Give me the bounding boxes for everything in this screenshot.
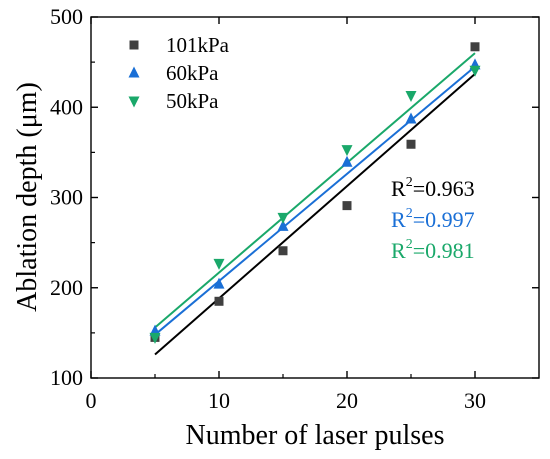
legend-marker-50kPa: [128, 96, 140, 108]
r2-value: =0.963: [413, 176, 475, 201]
r2-annotation-101kPa: R2=0.963: [391, 175, 475, 201]
legend-label-60kPa: 60kPa: [166, 61, 219, 85]
fit-line-50kPa: [154, 52, 476, 329]
legend: 101kPa 60kPa 50kPa: [128, 33, 230, 113]
data-point-50kPa: [405, 91, 417, 103]
data-points: [149, 42, 481, 344]
r2-text: R2=0.963: [391, 175, 475, 201]
legend-marker-60kPa: [128, 66, 140, 78]
r2-exponent: 2: [406, 237, 413, 252]
x-axis-ticks: 0 10 20 30: [86, 17, 486, 413]
r2-annotation-60kPa: R2=0.997: [391, 206, 475, 232]
r2-base: R: [391, 238, 406, 263]
data-point-101kPa: [278, 246, 288, 256]
data-point-50kPa: [469, 65, 481, 77]
data-point-50kPa: [277, 212, 289, 224]
data-point-50kPa: [213, 258, 225, 270]
x-tick-label: 30: [464, 388, 486, 413]
data-point-60kPa: [405, 112, 417, 124]
data-point-60kPa: [149, 324, 161, 336]
y-tick-label: 200: [50, 275, 83, 300]
y-tick-label: 400: [50, 94, 83, 119]
legend-label-50kPa: 50kPa: [166, 89, 219, 113]
data-point-101kPa: [470, 42, 480, 52]
x-tick-label: 20: [336, 388, 358, 413]
data-point-50kPa: [341, 145, 353, 157]
legend-label-101kPa: 101kPa: [166, 33, 230, 57]
r2-base: R: [391, 176, 406, 201]
x-tick-label: 0: [86, 388, 97, 413]
y-axis-title: Ablation depth (μm): [12, 82, 43, 312]
r2-text: R2=0.997: [391, 206, 475, 232]
data-point-101kPa: [214, 296, 224, 306]
r2-value: =0.997: [413, 207, 475, 232]
r2-base: R: [391, 207, 406, 232]
y-tick-label: 100: [50, 365, 83, 390]
data-point-60kPa: [277, 219, 289, 231]
x-tick-label: 10: [208, 388, 230, 413]
data-point-60kPa: [213, 277, 225, 289]
r2-exponent: 2: [406, 175, 413, 190]
data-point-101kPa: [342, 201, 352, 211]
fit-lines: [154, 52, 476, 356]
fit-line-60kPa: [154, 65, 476, 336]
r2-text: R2=0.981: [391, 237, 475, 263]
r2-value: =0.981: [413, 238, 475, 263]
x-axis-title: Number of laser pulses: [186, 420, 445, 451]
y-tick-label: 300: [50, 185, 83, 210]
y-tick-label: 500: [50, 4, 83, 29]
r2-annotation-50kPa: R2=0.981: [391, 237, 475, 263]
data-point-101kPa: [406, 139, 416, 149]
data-point-50kPa: [149, 332, 161, 344]
data-point-60kPa: [341, 155, 353, 167]
y-axis-ticks: 100 200 300 400 500: [50, 4, 539, 390]
fit-line-101kPa: [154, 73, 476, 356]
legend-marker-101kPa: [129, 40, 139, 50]
r2-exponent: 2: [406, 206, 413, 221]
